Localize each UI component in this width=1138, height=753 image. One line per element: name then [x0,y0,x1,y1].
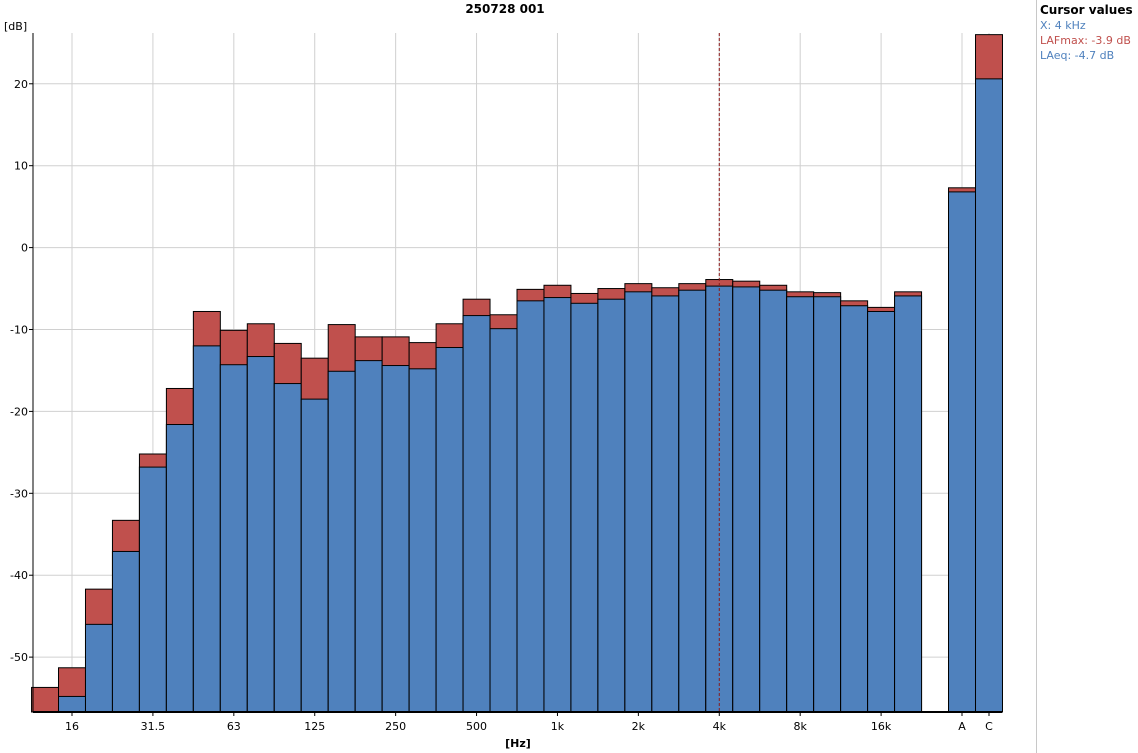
x-tick-label: 250 [385,720,406,733]
y-tick-label: 0 [21,242,28,255]
bar-lafmax-12.5 [31,686,60,713]
x-tick-label: 2k [632,720,646,733]
bar-laeq-50 [192,345,221,713]
y-tick-label: -40 [10,569,28,582]
legend-title: Cursor values [1040,3,1133,17]
cursor-laeq: LAeq: -4.7 dB [1040,49,1115,62]
x-tick-label: 8k [794,720,808,733]
bar-laeq-16k [867,310,896,713]
y-tick-label: 10 [14,160,28,173]
bar-laeq-400 [435,347,464,713]
x-tick-label: 16 [65,720,79,733]
bar-laeq-20k [894,295,923,713]
bar-laeq-10k [813,296,842,713]
x-tick-label: 1k [551,720,565,733]
bar-laeq-2k [624,291,653,713]
bar-laeq-3.15k [678,289,707,713]
x-tick-label: 16k [871,720,892,733]
bar-laeq-63 [219,364,248,713]
bar-laeq-250 [381,365,410,713]
bar-laeq-800 [516,300,545,713]
chart-title: 250728 001 [465,2,545,16]
bar-laeq-100 [273,383,302,713]
bar-laeq-6.3k [759,289,788,713]
bar-laeq-8k [786,296,815,713]
y-tick-label: -30 [10,487,28,500]
x-axis-label: [Hz] [505,737,531,750]
x-tick-label: 125 [304,720,325,733]
bar-laeq-80 [246,356,275,713]
bar-laeq-630 [489,328,518,713]
bar-laeq-1.6k [597,298,626,713]
bar-laeq-315 [408,368,437,713]
x-tick-label: 63 [227,720,241,733]
bar-laeq-1.25k [570,302,599,713]
y-tick-label: -50 [10,651,28,664]
bar-laeq-160 [327,370,356,713]
bar-laeq-16 [58,695,86,713]
y-tick-label: 20 [14,78,28,91]
bar-laeq-31.5 [138,466,167,713]
x-tick-label: A [958,720,966,733]
bar-laeq-12.5k [840,305,869,713]
bar-laeq-200 [354,360,383,713]
y-tick-label: -10 [10,323,28,336]
bar-laeq-5k [732,286,761,713]
bar-laeq-20 [84,623,113,713]
bar-laeq-2.5k [651,295,680,713]
cursor-values-panel: Cursor values X: 4 kHz LAFmax: -3.9 dB L… [1036,0,1138,753]
bar-laeq-40 [165,424,194,713]
bar-laeq-500 [462,315,491,713]
cursor-x: X: 4 kHz [1040,19,1086,32]
cursor-lafmax: LAFmax: -3.9 dB [1040,34,1131,47]
x-tick-label: 31.5 [141,720,166,733]
spectrum-chart: -50 -40 -30 -20 -10 0 10 20 [dB] 16 31.5 63 125 250 50… [4,20,1003,750]
x-tick-label: C [985,720,993,733]
bar-laeq-25 [111,550,140,713]
y-tick-label: -20 [10,405,28,418]
bar-laeq-125 [300,398,329,713]
x-tick-label: 4k [713,720,727,733]
bar-laeq-C [975,78,1003,713]
bar-laeq-A [948,191,976,713]
y-axis-label: [dB] [4,20,27,33]
x-tick-label: 500 [466,720,487,733]
bar-laeq-1k [543,297,572,713]
